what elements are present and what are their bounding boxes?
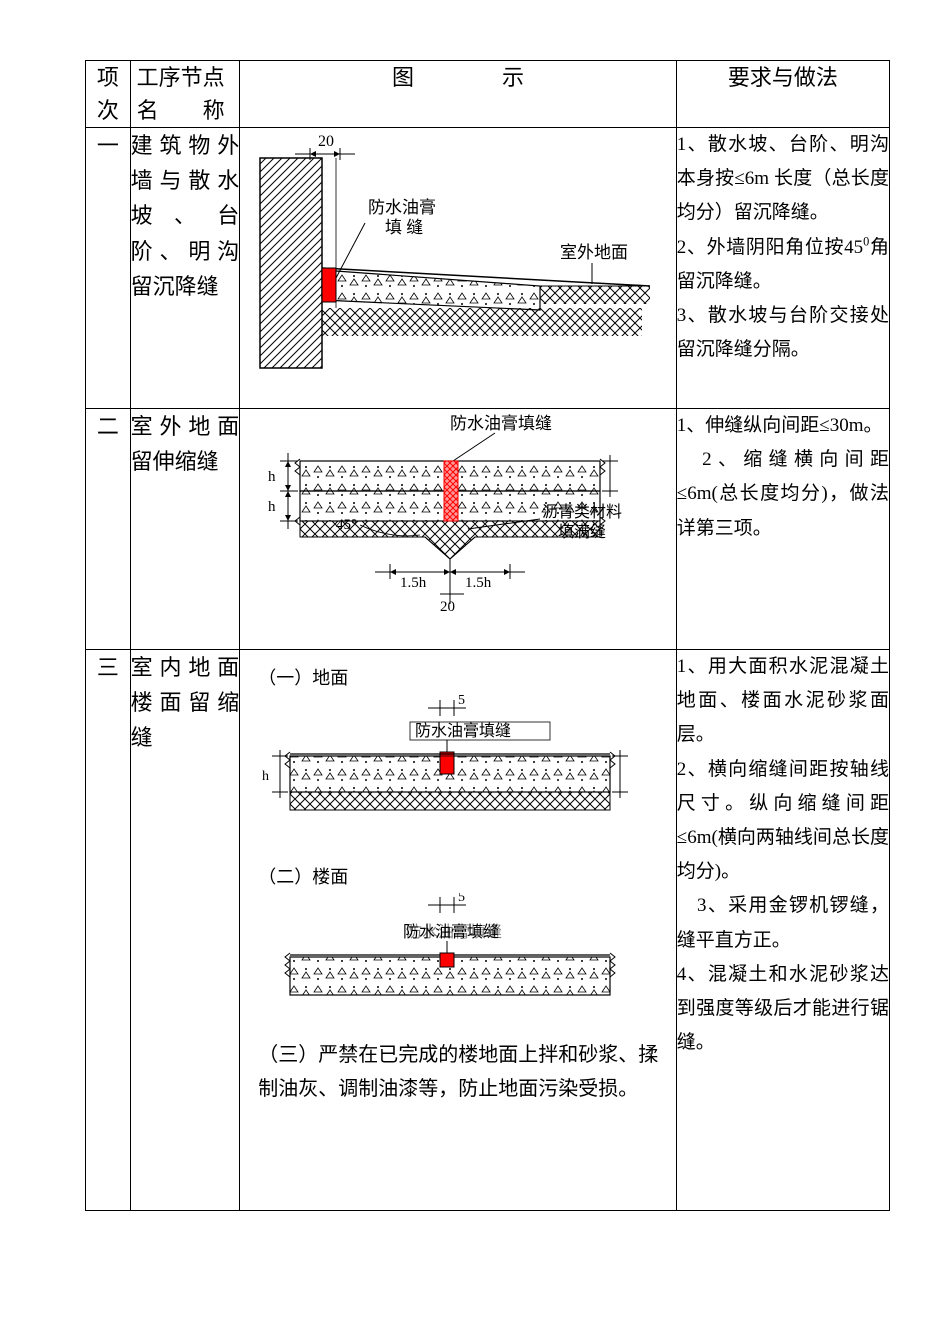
d3a-dim5: 5 [458, 694, 465, 708]
d3-part3: （三）严禁在已完成的楼地面上拌和砂浆、揉制油灰、调制油漆等，防止地面污染受损。 [240, 1028, 676, 1124]
row1-req-3: 3、散水坡与台阶交接处留沉降缝分隔。 [677, 299, 889, 367]
d3a-label: 防水油膏填缝 [415, 721, 511, 740]
row3-idx: 三 [86, 650, 131, 1211]
row-1: 一 建筑物外墙与散水坡、台阶、明沟留沉降缝 [86, 128, 890, 409]
hdr-col4: 要求与做法 [676, 61, 889, 128]
row-2: 二 室外地面留伸缩缝 [86, 409, 890, 650]
d2-angle: 45° [336, 517, 357, 533]
hdr-col2-l1: 工序节点 [137, 61, 240, 94]
d2-dim-20: 20 [440, 599, 455, 615]
row3-req: 1、用大面积水泥混凝土地面、楼面水泥砂浆面层。 2、横向缩缝间距按轴线尺寸。纵向… [676, 650, 889, 1211]
row1-idx: 一 [86, 128, 131, 409]
row3-diagram: （一）地面 [240, 650, 677, 1211]
hdr-col3: 图 示 [240, 61, 677, 128]
row1-req-1: 1、散水坡、台阶、明沟本身按≤6m 长度（总长度均分）留沉降缝。 [677, 128, 889, 231]
hdr-col1-l1: 项 [86, 61, 130, 94]
hdr-col1: 项 次 [86, 61, 131, 128]
d2-right-l2: 填满缝 [542, 523, 606, 541]
spec-table: 项 次 工序节点 名 称 图 示 要求与做法 一 建筑物外墙与散水坡、台阶、明沟… [85, 60, 890, 1211]
row3-name: 室内地面楼面留缩缝 [130, 650, 240, 1211]
d2-h2: h [268, 499, 276, 515]
d1-label1-l2: 填 缝 [368, 218, 423, 237]
d1-label1-l1: 防水油膏 [368, 197, 436, 217]
row1-req: 1、散水坡、台阶、明沟本身按≤6m 长度（总长度均分）留沉降缝。 2、外墙阴阳角… [676, 128, 889, 409]
row3-req-2: 2、横向缩缝间距按轴线尺寸。纵向缩缝间距≤6m(横向两轴线间总长度均分)。 [677, 753, 889, 890]
d1-dim-20: 20 [318, 133, 334, 150]
hdr-col1-l2: 次 [86, 94, 130, 127]
hdr-col2-l2: 名 称 [137, 94, 240, 127]
row2-idx: 二 [86, 409, 131, 650]
row1-req-2: 2、外墙阴阳角位按450角留沉降缝。 [677, 231, 889, 300]
row2-diagram: 防水油膏填缝 [240, 409, 677, 650]
d2-h1: h [268, 469, 276, 485]
d2-dim-b: 1.5h [465, 575, 492, 591]
d2-label-top: 防水油膏填缝 [450, 413, 552, 433]
hdr-col2: 工序节点 名 称 [130, 61, 240, 128]
row2-req-2: 2、缩缝横向间距≤6m(总长度均分)，做法详第三项。 [677, 443, 889, 546]
d3b-dim5: 5 [458, 893, 465, 905]
d1-label2: 室外地面 [560, 243, 628, 262]
row2-req-1: 1、伸缝纵向间距≤30m。 [677, 409, 889, 443]
d3-part1-title: （一）地面 [258, 664, 676, 690]
d3-part2-title: （二）楼面 [258, 863, 676, 889]
row-3: 三 室内地面楼面留缩缝 （一）地面 [86, 650, 890, 1211]
hdr-col4-text: 要求与做法 [728, 65, 838, 90]
diagram-1-svg: 20 防水油膏 填 缝 室外地面 [240, 128, 660, 388]
row3-req-1: 1、用大面积水泥混凝土地面、楼面水泥砂浆面层。 [677, 650, 889, 753]
d2-right-l1: 沥青类材料 [542, 503, 622, 521]
row2-name: 室外地面留伸缩缝 [130, 409, 240, 650]
hdr-col3-text: 图 示 [392, 65, 524, 90]
diagram-2-svg: 防水油膏填缝 [240, 409, 660, 629]
diagram-3a-svg: 5 防水油膏填缝 [240, 694, 660, 844]
row3-req-3: 3、采用金锣机锣缝，缝平直方正。 [677, 889, 889, 957]
row3-req-4: 4、混凝土和水泥砂浆达到强度等级后才能进行锯缝。 [677, 958, 889, 1061]
d3b-label-shadow: 防水油膏填缝 [406, 922, 502, 941]
d3a-h: h [262, 769, 269, 784]
row2-req: 1、伸缝纵向间距≤30m。 2、缩缝横向间距≤6m(总长度均分)，做法详第三项。 [676, 409, 889, 650]
diagram-3b-svg: 5 防水油膏填缝 防水油膏填缝 [240, 893, 660, 1023]
d2-dim-a: 1.5h [400, 575, 427, 591]
row1-name: 建筑物外墙与散水坡、台阶、明沟留沉降缝 [130, 128, 240, 409]
row1-diagram: 20 防水油膏 填 缝 室外地面 [240, 128, 677, 409]
header-row: 项 次 工序节点 名 称 图 示 要求与做法 [86, 61, 890, 128]
page: 项 次 工序节点 名 称 图 示 要求与做法 一 建筑物外墙与散水坡、台阶、明沟… [0, 0, 945, 1337]
